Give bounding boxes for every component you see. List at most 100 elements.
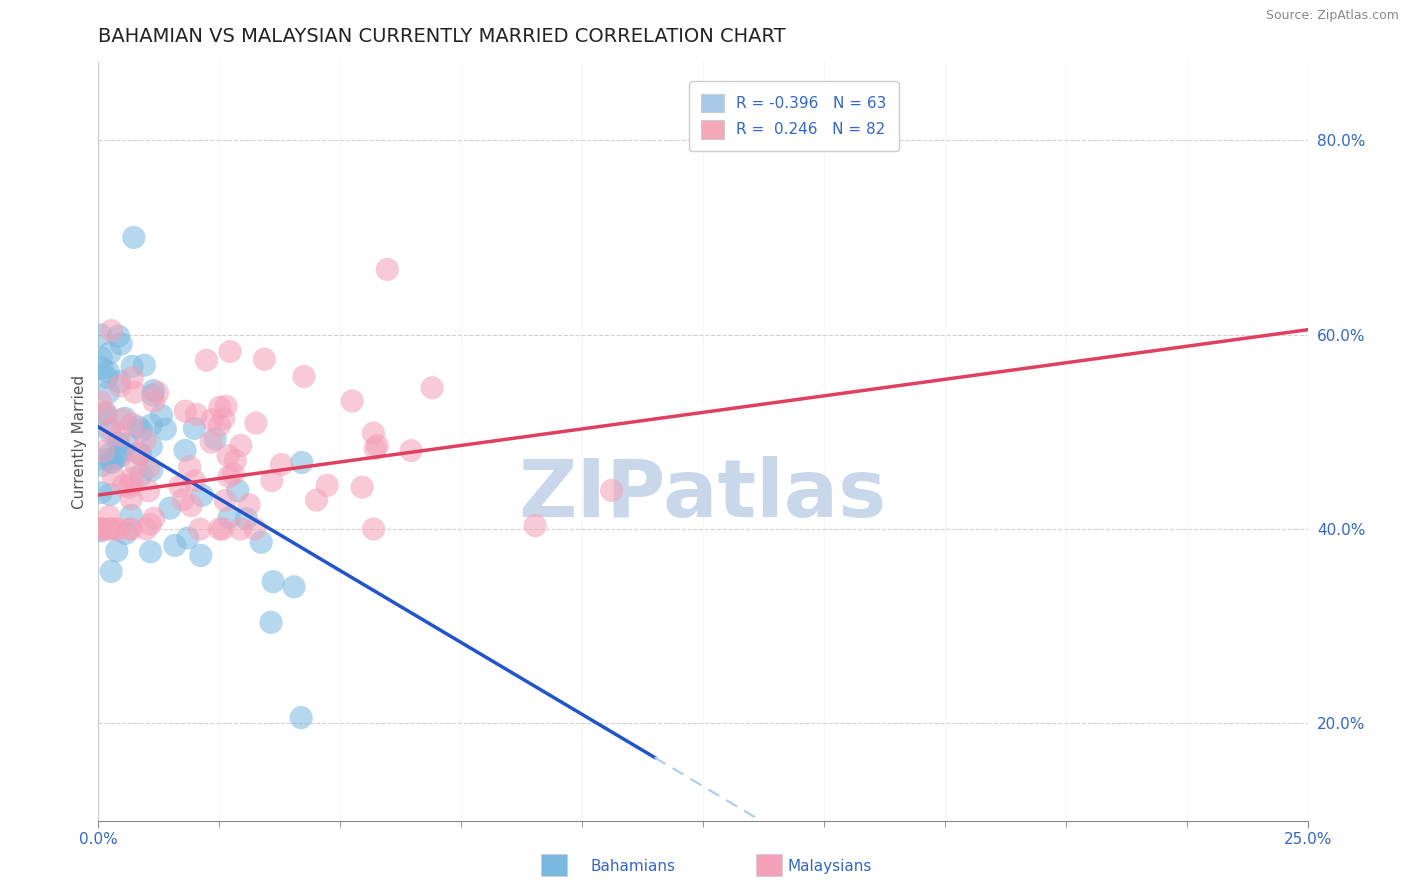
Point bbox=[107, 436, 129, 450]
Point bbox=[420, 381, 443, 395]
Point bbox=[260, 474, 283, 488]
Point bbox=[124, 385, 146, 400]
Point bbox=[120, 522, 142, 536]
Point bbox=[101, 468, 124, 483]
Point bbox=[108, 428, 131, 442]
Point bbox=[524, 518, 547, 533]
Point bbox=[121, 359, 143, 374]
Point bbox=[262, 574, 284, 589]
Point bbox=[129, 468, 152, 483]
Text: BAHAMIAN VS MALAYSIAN CURRENTLY MARRIED CORRELATION CHART: BAHAMIAN VS MALAYSIAN CURRENTLY MARRIED … bbox=[98, 27, 786, 45]
Point bbox=[316, 478, 339, 492]
Point bbox=[97, 385, 120, 400]
Point bbox=[270, 458, 292, 472]
Point bbox=[142, 511, 165, 525]
Point bbox=[125, 457, 148, 471]
Point bbox=[183, 474, 205, 488]
Point bbox=[110, 336, 132, 351]
Point bbox=[105, 543, 128, 558]
Point bbox=[218, 469, 240, 483]
Point bbox=[224, 453, 246, 467]
Point bbox=[138, 483, 160, 498]
Point bbox=[150, 409, 173, 423]
Point bbox=[364, 442, 387, 456]
Point bbox=[229, 438, 252, 452]
Point bbox=[222, 467, 245, 481]
Text: Bahamians: Bahamians bbox=[591, 859, 675, 874]
Point bbox=[291, 455, 314, 469]
Point bbox=[163, 538, 186, 552]
Point bbox=[105, 522, 128, 536]
Point bbox=[93, 409, 115, 423]
Legend: R = -0.396   N = 63, R =  0.246   N = 82: R = -0.396 N = 63, R = 0.246 N = 82 bbox=[689, 81, 898, 151]
Point bbox=[90, 327, 112, 342]
Point bbox=[139, 517, 162, 532]
Point bbox=[105, 522, 128, 536]
Point bbox=[191, 488, 214, 502]
Point bbox=[253, 352, 276, 367]
Point bbox=[122, 230, 145, 244]
Point bbox=[141, 463, 163, 477]
Point bbox=[127, 420, 149, 434]
Text: Malaysians: Malaysians bbox=[787, 859, 872, 874]
Point bbox=[98, 487, 121, 501]
Point bbox=[245, 416, 267, 430]
Y-axis label: Currently Married: Currently Married bbox=[72, 375, 87, 508]
Point bbox=[201, 412, 224, 426]
Point bbox=[121, 477, 143, 491]
Point bbox=[363, 522, 385, 536]
Point bbox=[218, 510, 240, 524]
Point bbox=[94, 405, 117, 419]
Point bbox=[134, 358, 156, 372]
Point bbox=[121, 417, 143, 431]
Point bbox=[100, 565, 122, 579]
Point bbox=[142, 394, 165, 409]
Point bbox=[138, 460, 160, 475]
Point bbox=[104, 450, 127, 465]
Point bbox=[235, 511, 257, 525]
Point bbox=[208, 522, 231, 536]
Point bbox=[90, 522, 112, 536]
Point bbox=[90, 351, 112, 365]
Point bbox=[101, 455, 124, 469]
Point bbox=[115, 436, 138, 450]
Point bbox=[176, 531, 198, 545]
Point bbox=[96, 370, 118, 384]
Point bbox=[90, 395, 112, 409]
Point bbox=[134, 434, 156, 448]
Point bbox=[120, 491, 142, 506]
Point bbox=[142, 384, 165, 398]
Point bbox=[180, 499, 202, 513]
Point bbox=[195, 353, 218, 368]
Point bbox=[340, 394, 363, 409]
Point bbox=[108, 449, 131, 463]
Point bbox=[108, 375, 131, 389]
Point bbox=[120, 508, 142, 523]
Point bbox=[183, 421, 205, 435]
Point bbox=[352, 480, 374, 494]
Point bbox=[363, 426, 385, 441]
Point bbox=[366, 439, 388, 453]
Point bbox=[112, 478, 135, 492]
Point bbox=[172, 492, 194, 507]
Point bbox=[208, 418, 231, 433]
Point bbox=[98, 425, 121, 439]
Point bbox=[219, 344, 242, 359]
Point bbox=[305, 493, 328, 508]
Point bbox=[399, 443, 422, 458]
Point bbox=[190, 549, 212, 563]
Point bbox=[129, 447, 152, 461]
Point bbox=[260, 615, 283, 630]
Point bbox=[110, 412, 132, 426]
Point bbox=[375, 262, 398, 277]
Point bbox=[90, 524, 112, 538]
Point bbox=[229, 522, 252, 536]
Point bbox=[208, 401, 231, 415]
Point bbox=[121, 371, 143, 385]
Point bbox=[108, 446, 131, 460]
Point bbox=[226, 483, 249, 498]
Point bbox=[141, 417, 163, 432]
Point bbox=[283, 580, 305, 594]
Point bbox=[98, 422, 121, 436]
Point bbox=[98, 446, 121, 460]
